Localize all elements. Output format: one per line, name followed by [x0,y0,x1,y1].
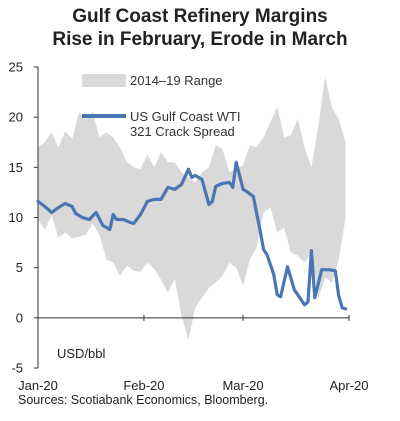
y-tick-label: 0 [16,310,23,325]
crack-spread-line [36,160,348,311]
chart-title-line-1: Gulf Coast Refinery Margins [72,6,328,27]
y-tick-label: 25 [9,60,23,75]
legend-label-crack-line-1: US Gulf Coast WTI [130,109,241,124]
y-tick-label: 20 [9,110,23,125]
x-tick-label: Apr-20 [329,378,368,393]
crack-spread-line-layer [36,160,348,311]
legend-swatch-range [82,74,126,87]
unit-label: USD/bbl [57,346,106,361]
chart-title: Gulf Coast Refinery Margins Rise in Febr… [0,5,400,51]
range-band-layer [38,77,346,340]
y-tick-label: 10 [9,210,23,225]
x-tick-label: Feb-20 [123,378,164,393]
y-tick-label: 5 [16,260,23,275]
y-tick-label: 15 [9,160,23,175]
legend-label-range: 2014–19 Range [130,73,223,88]
chart-title-line-2: Rise in February, Erode in March [52,29,348,50]
legend-label-crack-line-2: 321 Crack Spread [130,124,235,139]
axis-layer: 25 20 15 10 5 0 -5 Jan-20 Feb-20 Mar-20 Apr-20 USD/… [9,60,369,394]
range-band-area [38,77,346,340]
x-tick-label: Mar-20 [222,378,263,393]
source-note: Sources: Scotiabank Economics, Bloomberg… [18,393,269,407]
y-tick-label: -5 [11,361,23,376]
x-tick-label: Jan-20 [18,378,58,393]
